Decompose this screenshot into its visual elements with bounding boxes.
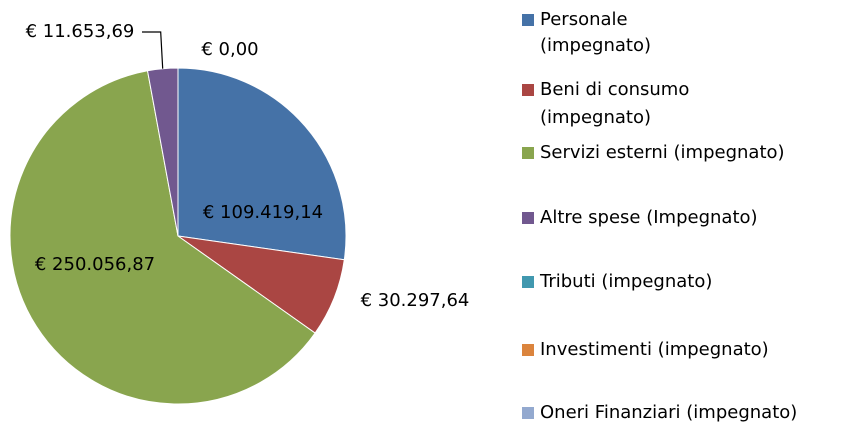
data-label: € 109.419,14 — [203, 202, 323, 223]
pie-slice — [146, 67, 179, 237]
legend-swatch — [522, 344, 534, 356]
legend-line: Beni di consumo — [540, 79, 695, 100]
legend-swatch — [522, 14, 534, 26]
pie-slice — [177, 67, 347, 261]
legend-swatch — [522, 84, 534, 96]
data-label: € 250.056,87 — [35, 254, 155, 275]
legend-label: Altre spese (Impegnato) — [540, 207, 758, 228]
leader-line — [142, 31, 164, 69]
legend-swatch — [522, 212, 534, 224]
pie-slice — [9, 70, 316, 405]
legend-label: Personale (impegnato) — [540, 9, 651, 56]
legend-swatch — [522, 147, 534, 159]
legend-label: Beni di consumo (impegnato) — [540, 79, 695, 128]
legend-line: Personale — [540, 9, 633, 30]
data-label: € 30.297,64 — [361, 290, 470, 311]
data-label: € 11.653,69 — [26, 21, 135, 42]
legend-swatch — [522, 276, 534, 288]
legend-line: (impegnato) — [540, 35, 651, 56]
legend-label: Investimenti (impegnato) — [540, 339, 769, 360]
legend-swatch — [522, 407, 534, 419]
data-label: € 0,00 — [201, 39, 258, 60]
legend-label: Oneri Finanziari (impegnato) — [540, 402, 797, 423]
legend-line: (impegnato) — [540, 107, 651, 128]
legend-label: Tributi (impegnato) — [539, 271, 712, 292]
legend-label: Servizi esterni (impegnato) — [540, 142, 785, 163]
